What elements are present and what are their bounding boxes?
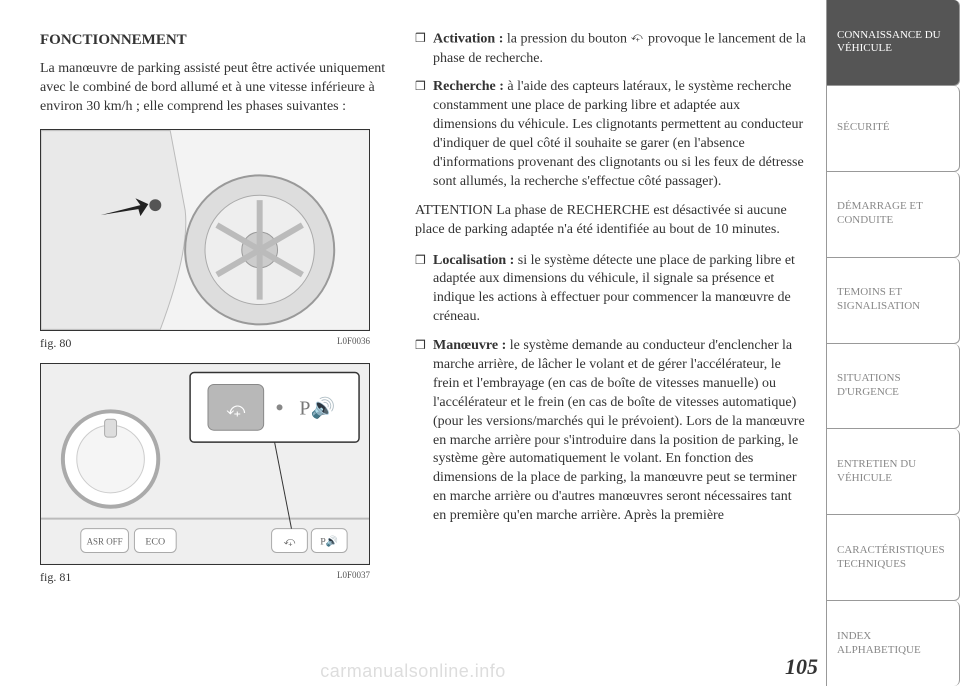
tab-connaissance[interactable]: CONNAISSANCE DU VÉHICULE bbox=[827, 0, 960, 86]
svg-text:ASR OFF: ASR OFF bbox=[87, 537, 123, 547]
tab-line1: SÉCURITÉ bbox=[837, 121, 949, 135]
bullet-activation: ❒ Activation : la pression du bouton ⤽ p… bbox=[415, 30, 806, 68]
page-number: 105 bbox=[785, 654, 818, 680]
bullet-manoeuvre-body: Manœuvre : le système demande au conduct… bbox=[433, 337, 806, 526]
svg-text:⤽: ⤽ bbox=[284, 536, 296, 548]
tab-line1: TEMOINS ET bbox=[837, 286, 949, 300]
tab-entretien[interactable]: ENTRETIEN DU VÉHICULE bbox=[827, 429, 960, 515]
sensor-wheel-illustration bbox=[41, 130, 369, 330]
tab-situations[interactable]: SITUATIONS D'URGENCE bbox=[827, 344, 960, 430]
tab-line1: CARACTÉRISTIQUES bbox=[837, 544, 949, 558]
tab-demarrage[interactable]: DÉMARRAGE ET CONDUITE bbox=[827, 172, 960, 258]
bullet-recherche: ❒ Recherche : à l'aide des capteurs laté… bbox=[415, 78, 806, 191]
tab-line1: INDEX bbox=[837, 630, 949, 644]
svg-text:⤽: ⤽ bbox=[226, 398, 245, 418]
recherche-body: à l'aide des capteurs latéraux, le systè… bbox=[433, 79, 804, 188]
figure-80-caption: fig. 80 L0F0036 bbox=[40, 335, 370, 351]
figure-81-image: ASR OFF ECO ⤽ P🔊 ⤽ P🔊 bbox=[41, 364, 369, 564]
tab-line1: DÉMARRAGE ET bbox=[837, 200, 949, 214]
bullet-mark-icon: ❒ bbox=[415, 30, 433, 68]
attention-note: ATTENTION La phase de RECHERCHE est désa… bbox=[415, 202, 806, 240]
recherche-term: Recherche : bbox=[433, 79, 504, 94]
tab-temoins[interactable]: TEMOINS ET SIGNALISATION bbox=[827, 258, 960, 344]
tab-line1: SITUATIONS bbox=[837, 372, 949, 386]
svg-text:P🔊: P🔊 bbox=[320, 535, 338, 548]
bullet-localisation: ❒ Localisation : si le système détecte u… bbox=[415, 252, 806, 328]
manoeuvre-term: Manœuvre : bbox=[433, 338, 506, 353]
bullet-recherche-body: Recherche : à l'aide des capteurs latéra… bbox=[433, 78, 806, 191]
figure-81: ASR OFF ECO ⤽ P🔊 ⤽ P🔊 bbox=[40, 363, 370, 565]
tab-caracteristiques[interactable]: CARACTÉRISTIQUES TECHNIQUES bbox=[827, 515, 960, 601]
tab-index[interactable]: INDEX ALPHABETIQUE bbox=[827, 601, 960, 686]
figure-80-image bbox=[41, 130, 369, 330]
figure-81-label: fig. 81 bbox=[40, 569, 71, 585]
tab-securite[interactable]: SÉCURITÉ bbox=[827, 86, 960, 172]
bullet-manoeuvre: ❒ Manœuvre : le système demande au condu… bbox=[415, 337, 806, 526]
section-title: FONCTIONNEMENT bbox=[40, 30, 390, 50]
dashboard-button-illustration: ASR OFF ECO ⤽ P🔊 ⤽ P🔊 bbox=[41, 364, 369, 564]
tab-line2: D'URGENCE bbox=[837, 386, 949, 400]
activation-body1: la pression du bouton bbox=[503, 32, 630, 47]
tab-line2: SIGNALISATION bbox=[837, 300, 949, 314]
manoeuvre-body: le système demande au conducteur d'encle… bbox=[433, 338, 805, 523]
park-assist-icon: ⤽ bbox=[631, 30, 645, 49]
bullet-mark-icon: ❒ bbox=[415, 337, 433, 526]
figure-81-code: L0F0037 bbox=[337, 569, 370, 585]
left-column: FONCTIONNEMENT La manœuvre de parking as… bbox=[40, 30, 390, 676]
section-tabs: CONNAISSANCE DU VÉHICULE SÉCURITÉ DÉMARR… bbox=[826, 0, 960, 686]
tab-line2: ALPHABETIQUE bbox=[837, 644, 949, 658]
figure-80 bbox=[40, 129, 370, 331]
activation-term: Activation : bbox=[433, 32, 503, 47]
tab-line1: ENTRETIEN DU bbox=[837, 458, 949, 472]
figure-81-caption: fig. 81 L0F0037 bbox=[40, 569, 370, 585]
bullet-mark-icon: ❒ bbox=[415, 252, 433, 328]
svg-text:ECO: ECO bbox=[145, 537, 165, 548]
manual-page: FONCTIONNEMENT La manœuvre de parking as… bbox=[0, 0, 960, 686]
tab-line1: CONNAISSANCE DU bbox=[837, 29, 949, 43]
tab-line2: VÉHICULE bbox=[837, 42, 949, 56]
figure-80-label: fig. 80 bbox=[40, 335, 71, 351]
watermark: carmanualsonline.info bbox=[320, 661, 506, 682]
svg-text:⤽: ⤽ bbox=[631, 31, 643, 42]
main-content: FONCTIONNEMENT La manœuvre de parking as… bbox=[0, 0, 826, 686]
figure-80-code: L0F0036 bbox=[337, 335, 370, 351]
tab-line2: CONDUITE bbox=[837, 214, 949, 228]
bullet-mark-icon: ❒ bbox=[415, 78, 433, 191]
intro-paragraph: La manœuvre de parking assisté peut être… bbox=[40, 60, 390, 117]
bullet-activation-body: Activation : la pression du bouton ⤽ pro… bbox=[433, 30, 806, 68]
bullet-localisation-body: Localisation : si le système détecte une… bbox=[433, 252, 806, 328]
localisation-term: Localisation : bbox=[433, 253, 514, 268]
tab-line2: VÉHICULE bbox=[837, 472, 949, 486]
right-column: ❒ Activation : la pression du bouton ⤽ p… bbox=[415, 30, 806, 676]
tab-line2: TECHNIQUES bbox=[837, 558, 949, 572]
svg-text:P🔊: P🔊 bbox=[299, 395, 335, 419]
